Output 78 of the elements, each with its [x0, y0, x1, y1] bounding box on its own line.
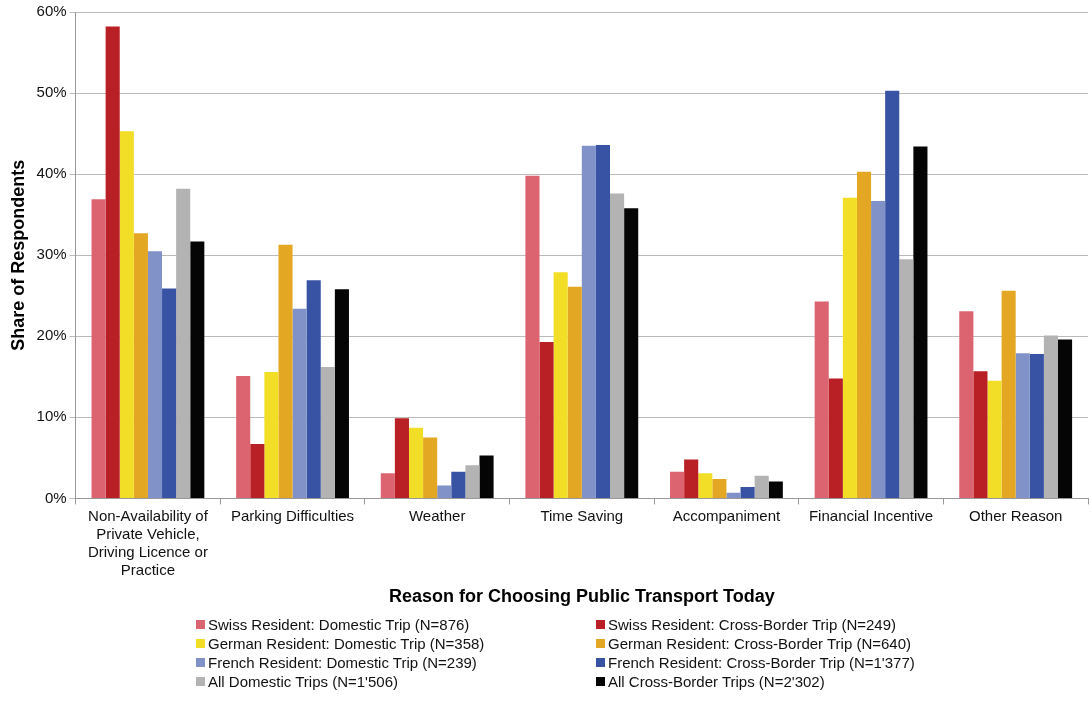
legend-label: Swiss Resident: Cross-Border Trip (N=249)	[608, 616, 897, 633]
x-tick-label: Weather	[408, 506, 466, 524]
x-tick-label: Financial Incentive	[808, 506, 934, 524]
y-tick-label: 10%	[36, 407, 67, 425]
bar	[525, 175, 540, 498]
bar	[871, 200, 886, 498]
bar	[250, 444, 265, 498]
bar	[334, 289, 349, 498]
y-tick-label: 40%	[36, 164, 67, 182]
bar	[684, 459, 699, 498]
bar	[408, 427, 424, 498]
bar	[768, 481, 783, 498]
bar	[539, 341, 554, 498]
legend-label: German Resident: Cross-Border Trip (N=640)	[608, 635, 912, 652]
bar	[380, 473, 395, 498]
bar	[624, 208, 639, 498]
bar	[740, 487, 755, 498]
y-tick-label: 30%	[36, 245, 67, 263]
bar	[567, 286, 582, 498]
bar	[162, 288, 177, 498]
bar	[987, 380, 1002, 498]
bar	[754, 475, 769, 498]
bar	[292, 308, 307, 498]
y-tick-label: 60%	[36, 2, 67, 20]
y-tick-label: 0%	[44, 488, 67, 506]
bar	[1057, 339, 1073, 498]
bar	[320, 367, 335, 498]
bar	[698, 473, 713, 498]
x-tick-label: Time Saving	[540, 506, 624, 524]
bar	[451, 471, 466, 498]
bar	[465, 465, 480, 498]
bar	[105, 26, 120, 498]
y-tick-label: 20%	[36, 326, 67, 344]
bar	[278, 244, 293, 498]
legend-label: French Resident: Cross-Border Trip (N=1'377)	[608, 654, 915, 671]
bar	[394, 418, 409, 498]
bar	[885, 90, 900, 498]
bar	[828, 378, 843, 498]
bar	[726, 492, 741, 498]
bar	[842, 197, 857, 498]
bar	[264, 371, 279, 498]
x-tick-label: Accompaniment	[672, 506, 782, 524]
legend-label: German Resident: Domestic Trip (N=358)	[208, 635, 485, 652]
bar	[119, 131, 134, 498]
legend-label: French Resident: Domestic Trip (N=239)	[208, 654, 477, 671]
x-axis-title: Reason for Choosing Public Transport Today	[388, 586, 775, 607]
y-tick-label: 50%	[36, 83, 67, 101]
x-tick-label: Parking Difficulties	[231, 506, 355, 524]
bar	[814, 301, 829, 498]
bar	[581, 145, 596, 498]
bar	[856, 171, 872, 498]
bar	[899, 259, 914, 498]
x-tick-label: Other Reason	[968, 506, 1063, 524]
bar	[306, 280, 321, 498]
bar	[1029, 354, 1044, 498]
bar	[147, 251, 163, 498]
bar	[91, 199, 106, 498]
y-axis-title: Share of Respondents	[7, 159, 28, 351]
bar	[959, 311, 974, 498]
bar	[712, 478, 727, 498]
bar	[479, 455, 494, 498]
x-tick-label: Non-Availability of Private Vehicle, Driving Licence or Practice	[87, 506, 209, 578]
bar	[595, 144, 611, 498]
bar	[973, 371, 988, 498]
legend-label: All Cross-Border Trips (N=2'302)	[608, 673, 825, 690]
legend-label: All Domestic Trips (N=1'506)	[208, 673, 399, 690]
bar	[423, 437, 438, 498]
bar	[1001, 290, 1016, 498]
bar	[553, 272, 568, 498]
bar	[133, 233, 148, 498]
bar	[1015, 353, 1030, 498]
bar	[610, 193, 625, 498]
bar	[437, 485, 452, 498]
legend-label: Swiss Resident: Domestic Trip (N=876)	[208, 616, 470, 633]
bar	[670, 471, 685, 498]
bar	[913, 146, 928, 498]
bar	[236, 375, 251, 498]
bar	[190, 241, 205, 498]
